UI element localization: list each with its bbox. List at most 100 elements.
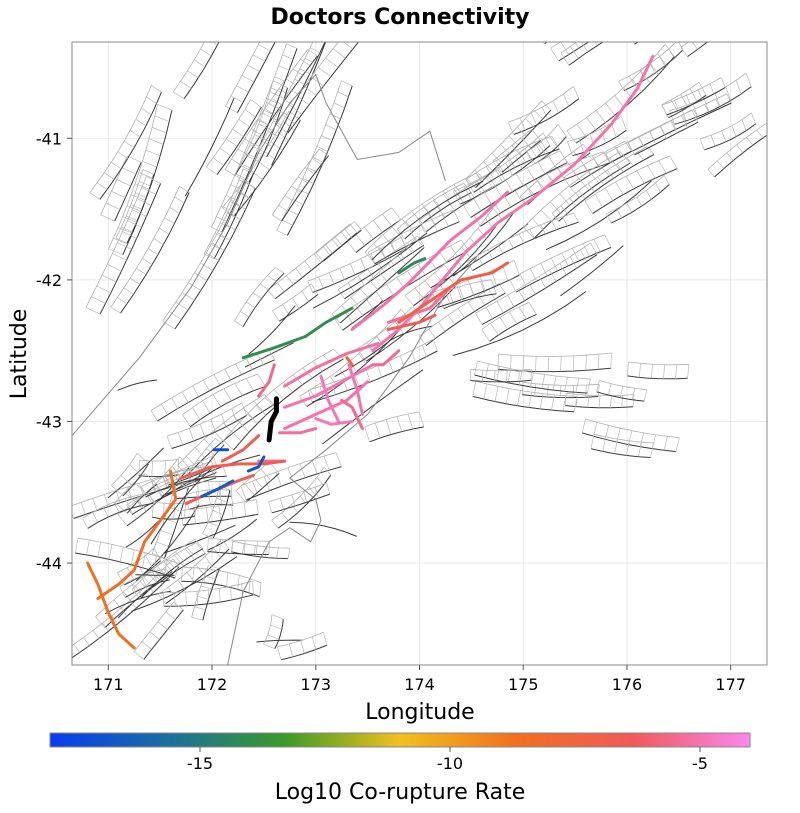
fault-rib (580, 42, 589, 52)
fault-rib (538, 276, 547, 289)
fault-rib (262, 112, 278, 121)
fault-rib (632, 0, 640, 10)
colorbar (49, 732, 751, 748)
fault-rib (151, 85, 162, 93)
fault-rib (671, 120, 677, 130)
fault-rib (528, 302, 537, 315)
fault-rib (496, 301, 504, 313)
fault-rib (156, 541, 169, 547)
fault-rib (432, 339, 438, 352)
fault-rib (126, 205, 142, 212)
fault-rib (307, 167, 319, 174)
fault-outline (225, 42, 261, 107)
fault-rib (360, 288, 369, 299)
fault-rib (134, 482, 147, 494)
fault-rib (307, 49, 318, 57)
fault-rib (481, 370, 484, 382)
fault-rib (154, 115, 170, 123)
fault-rib (218, 489, 223, 505)
fault-outline (263, 614, 273, 645)
fault-outline (680, 42, 690, 48)
fault-rib (120, 607, 128, 617)
background-fault (236, 42, 276, 113)
fault-rib (616, 208, 623, 219)
fault-rib (282, 304, 290, 316)
fault-rib (222, 222, 236, 231)
fault-rib (699, 138, 705, 150)
fault-rib (124, 498, 131, 509)
fault-rib (537, 143, 547, 157)
fault-rib (282, 381, 294, 393)
fault-rib (483, 161, 493, 172)
fault-rib (594, 42, 598, 46)
fault-rib (346, 240, 357, 253)
fault-rib (569, 197, 577, 207)
fault-rib (355, 305, 363, 316)
fault-rib (417, 235, 425, 246)
fault-rib (285, 78, 296, 86)
fault-rib (122, 231, 137, 239)
fault-rib (549, 269, 557, 282)
fault-outline (182, 566, 262, 584)
fault-rib (428, 328, 436, 339)
fault-rib (136, 268, 147, 275)
fault-rib (663, 436, 668, 451)
fault-rib (374, 422, 381, 439)
fault-rib (447, 314, 456, 325)
fault-rib (669, 12, 676, 26)
background-fault (339, 247, 425, 324)
fault-rib (365, 370, 371, 383)
fault-rib (344, 229, 353, 239)
fault-rib (127, 220, 142, 228)
fault-rib (560, 42, 569, 55)
fault-rib (150, 410, 158, 422)
rupture-segment (397, 257, 427, 275)
fault-rib (195, 564, 204, 575)
fault-rib (241, 543, 245, 555)
fault-rib (92, 498, 98, 511)
fault-rib (528, 392, 533, 408)
fault-rib (610, 352, 612, 369)
fault-rib (349, 263, 356, 276)
fault-rib (442, 193, 452, 204)
fault-rib (169, 207, 180, 214)
fault-outline (114, 473, 146, 503)
fault-rib (518, 233, 525, 244)
fault-rib (560, 205, 568, 214)
fault-rib (238, 422, 250, 433)
background-fault (266, 42, 326, 158)
fault-rib (179, 186, 190, 193)
fault-rib (247, 64, 260, 72)
fault-rib (250, 99, 262, 108)
fault-rib (173, 554, 184, 567)
fault-rib (691, 7, 698, 21)
fault-rib (321, 135, 333, 142)
fault-rib (578, 190, 586, 199)
fault-rib (173, 601, 184, 611)
fault-rib (318, 67, 332, 78)
fault-rib (255, 405, 267, 416)
fault-rib (194, 606, 206, 611)
fault-rib (177, 579, 186, 590)
background-fault (207, 518, 258, 551)
fault-rib (152, 553, 165, 559)
fault-rib (202, 379, 210, 391)
fault-rib (551, 136, 560, 150)
fault-rib (82, 518, 89, 529)
fault-rib (463, 205, 472, 218)
fault-rib (192, 407, 201, 420)
fault-rib (200, 262, 214, 272)
fault-rib (551, 213, 559, 222)
rupture-segment (86, 561, 136, 650)
fault-rib (415, 238, 425, 248)
fault-rib (530, 369, 532, 381)
fault-rib (547, 356, 550, 372)
fault-rib (196, 591, 199, 606)
fault-rib (578, 138, 585, 153)
fault-rib (631, 388, 636, 400)
fault-rib (422, 344, 427, 357)
fault-rib (173, 91, 185, 100)
fault-rib (469, 369, 472, 381)
fault-rib (174, 551, 184, 562)
fault-rib (207, 590, 210, 604)
